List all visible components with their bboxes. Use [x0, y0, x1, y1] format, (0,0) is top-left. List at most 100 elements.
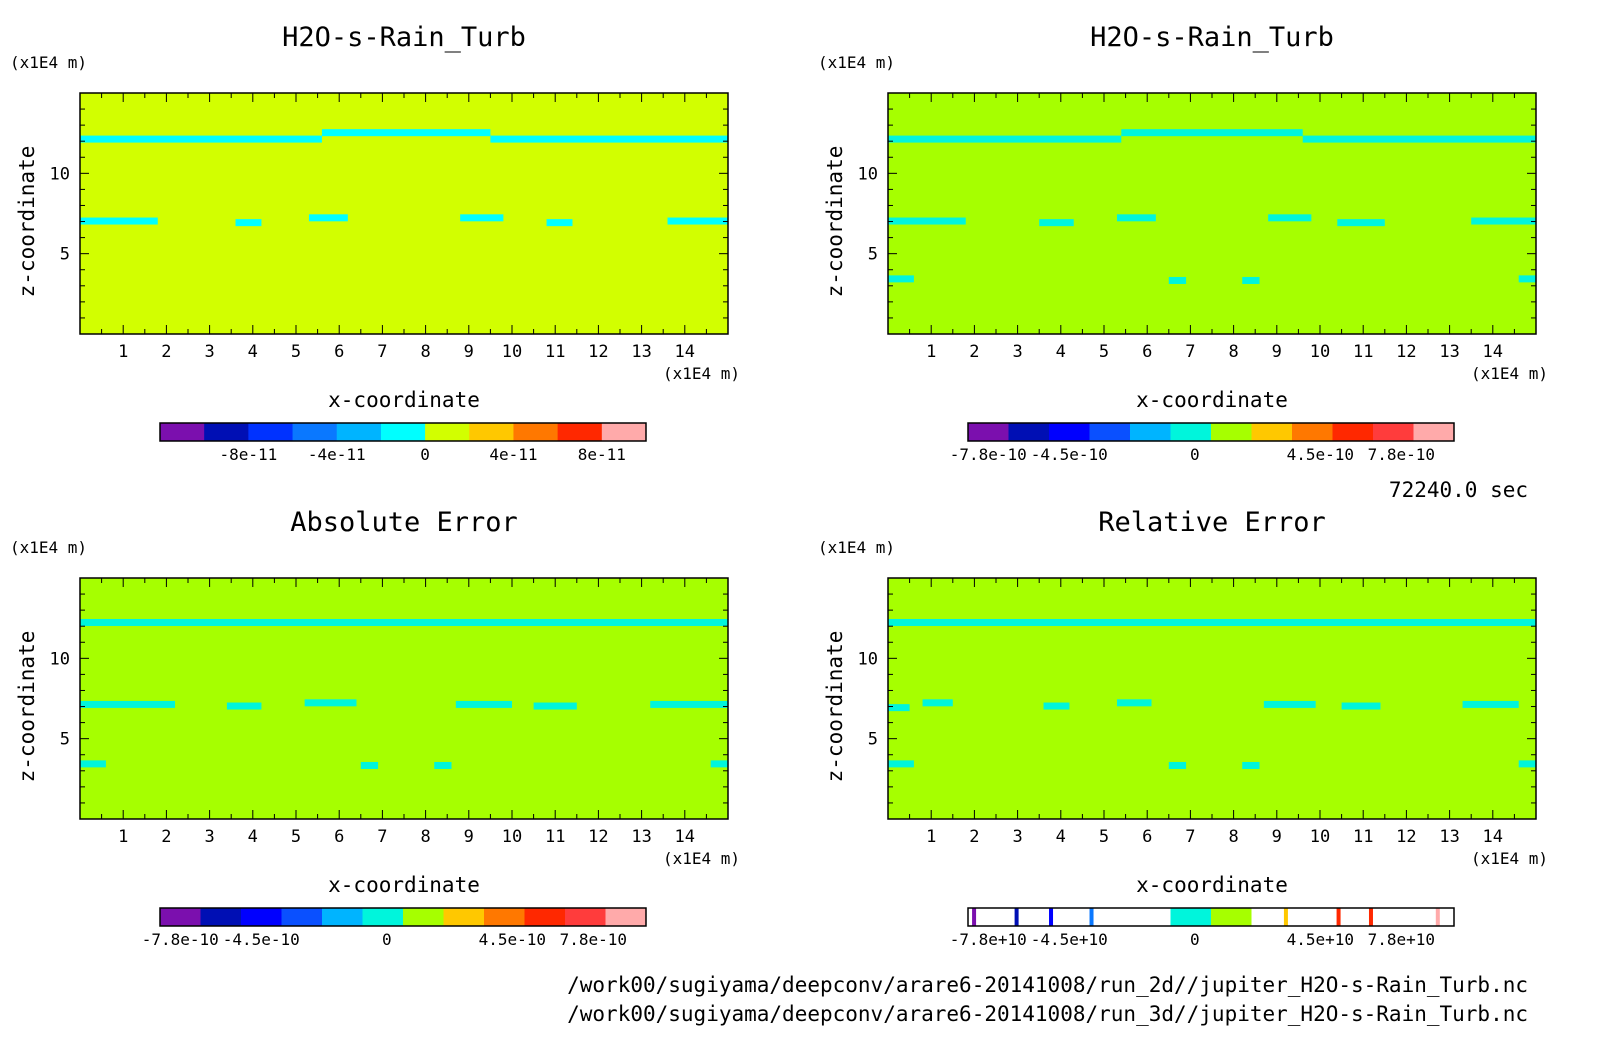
x-tick-label: 11 [545, 342, 565, 362]
panel-title: H2O-s-Rain_Turb [282, 22, 526, 53]
colorbar-label: -8e-11 [219, 445, 277, 464]
y-unit-label: (x1E4 m) [818, 53, 895, 72]
colorbar-label: 0 [420, 445, 430, 464]
x-axis-label: x-coordinate [328, 388, 480, 412]
colorbar-swatch [1211, 908, 1252, 926]
colorbar-label: 8e-11 [578, 445, 626, 464]
x-tick-label: 10 [1310, 827, 1330, 847]
x-tick-label: 3 [204, 827, 214, 847]
heatmap-field [80, 93, 728, 334]
heatmap-feature [888, 760, 914, 768]
colorbar-swatch [1008, 423, 1050, 441]
colorbar-swatch [241, 908, 282, 926]
colorbar-swatch [1049, 423, 1090, 441]
heatmap-feature [546, 219, 573, 227]
heatmap-feature [888, 275, 914, 283]
colorbar-label: 4e-11 [489, 445, 537, 464]
x-tick-label: 13 [1439, 827, 1459, 847]
y-tick-label: 5 [868, 245, 878, 265]
colorbar-label: 0 [1190, 445, 1200, 464]
colorbar-frame [967, 422, 1455, 442]
colorbar-swatch [1332, 908, 1374, 926]
x-tick-label: 14 [1483, 342, 1503, 362]
colorbar-swatch [1089, 908, 1131, 926]
y-tick-label: 10 [858, 649, 878, 669]
heatmap-feature [1039, 219, 1074, 227]
x-tick-label: 9 [1272, 827, 1282, 847]
heatmap-feature [1268, 214, 1312, 222]
x-tick-label: 8 [420, 342, 430, 362]
colorbar-swatch [281, 908, 323, 926]
heatmap-feature [1518, 760, 1536, 768]
x-tick-label: 10 [502, 827, 522, 847]
heatmap-feature [1242, 761, 1260, 769]
x-tick-label: 4 [1056, 827, 1066, 847]
colorbar-label: 4.5e+10 [1287, 930, 1354, 949]
heatmap-feature [888, 618, 1536, 626]
y-unit-label: (x1E4 m) [10, 538, 87, 557]
x-tick-label: 6 [1142, 827, 1152, 847]
colorbar-swatch [524, 908, 566, 926]
x-tick-label: 8 [420, 827, 430, 847]
heatmap-feature [922, 699, 953, 707]
colorbar-frame [159, 907, 647, 927]
colorbar-label: 7.8e+10 [1368, 930, 1435, 949]
colorbar-label: -4.5e-10 [1031, 445, 1108, 464]
colorbar-frame [967, 907, 1455, 927]
y-tick-label: 5 [60, 245, 70, 265]
colorbar-swatch [292, 423, 338, 441]
colorbar-swatch [425, 423, 470, 441]
x-tick-label: 12 [588, 827, 608, 847]
colorbar-stripe [1049, 908, 1054, 926]
colorbar-stripe [1435, 908, 1440, 926]
heatmap-feature [1337, 219, 1385, 227]
colorbar-swatch [1292, 423, 1333, 441]
heatmap-feature [888, 704, 910, 712]
panel-4: Relative Error(x1E4 m)1 2 3 4 5 6 7 8 9 10 11 12 13 1… [818, 507, 1548, 949]
x-tick-label: 11 [1353, 827, 1373, 847]
heatmap-feature [888, 135, 1122, 143]
x-tick-label: 8 [1228, 827, 1238, 847]
colorbar-swatch [1170, 423, 1212, 441]
colorbar-label: 4.5e-10 [1287, 445, 1354, 464]
colorbar-swatch [601, 423, 647, 441]
x-tick-label: 13 [631, 827, 651, 847]
y-unit-label: (x1E4 m) [818, 538, 895, 557]
colorbar-stripe [1283, 908, 1288, 926]
colorbar-swatch [443, 908, 485, 926]
colorbar-swatch [605, 908, 647, 926]
colorbar-swatch [403, 908, 444, 926]
colorbar-swatch [565, 908, 606, 926]
x-tick-label: 10 [502, 342, 522, 362]
panel-title: H2O-s-Rain_Turb [1090, 22, 1334, 53]
heatmap-feature [1518, 275, 1536, 283]
panels: H2O-s-Rain_Turb(x1E4 m)1 2 3 4 5 6 7 8 9 10 11 12 13… [10, 22, 1548, 949]
heatmap-feature [80, 217, 158, 225]
colorbar-swatch [557, 423, 603, 441]
x-tick-label: 13 [1439, 342, 1459, 362]
heatmap-feature [1116, 214, 1156, 222]
colorbar-swatch [1373, 423, 1414, 441]
y-tick-label: 5 [868, 730, 878, 750]
panel-3: Absolute Error(x1E4 m)1 2 3 4 5 6 7 8 9 10 11 12 13 1… [10, 507, 740, 949]
colorbar-stripe [1336, 908, 1341, 926]
panel-1: H2O-s-Rain_Turb(x1E4 m)1 2 3 4 5 6 7 8 9 10 11 12 13… [10, 22, 740, 464]
colorbar-swatch [1049, 908, 1090, 926]
x-tick-label: 14 [675, 342, 695, 362]
colorbar-swatch [1251, 423, 1293, 441]
y-tick-label: 10 [50, 164, 70, 184]
colorbar-swatch [1130, 423, 1171, 441]
heatmap-field [888, 578, 1536, 819]
y-tick-label: 10 [858, 164, 878, 184]
heatmap-feature [533, 702, 577, 710]
colorbar-stripe [1014, 908, 1019, 926]
x-axis-label: x-coordinate [1136, 388, 1288, 412]
heatmap-feature [80, 135, 322, 143]
heatmap-feature [650, 700, 728, 708]
x-tick-label: 1 [118, 827, 128, 847]
y-tick-label: 5 [60, 730, 70, 750]
colorbar-label: 0 [382, 930, 392, 949]
colorbar-label: -7.8e+10 [950, 930, 1027, 949]
heatmap-feature [308, 214, 348, 222]
